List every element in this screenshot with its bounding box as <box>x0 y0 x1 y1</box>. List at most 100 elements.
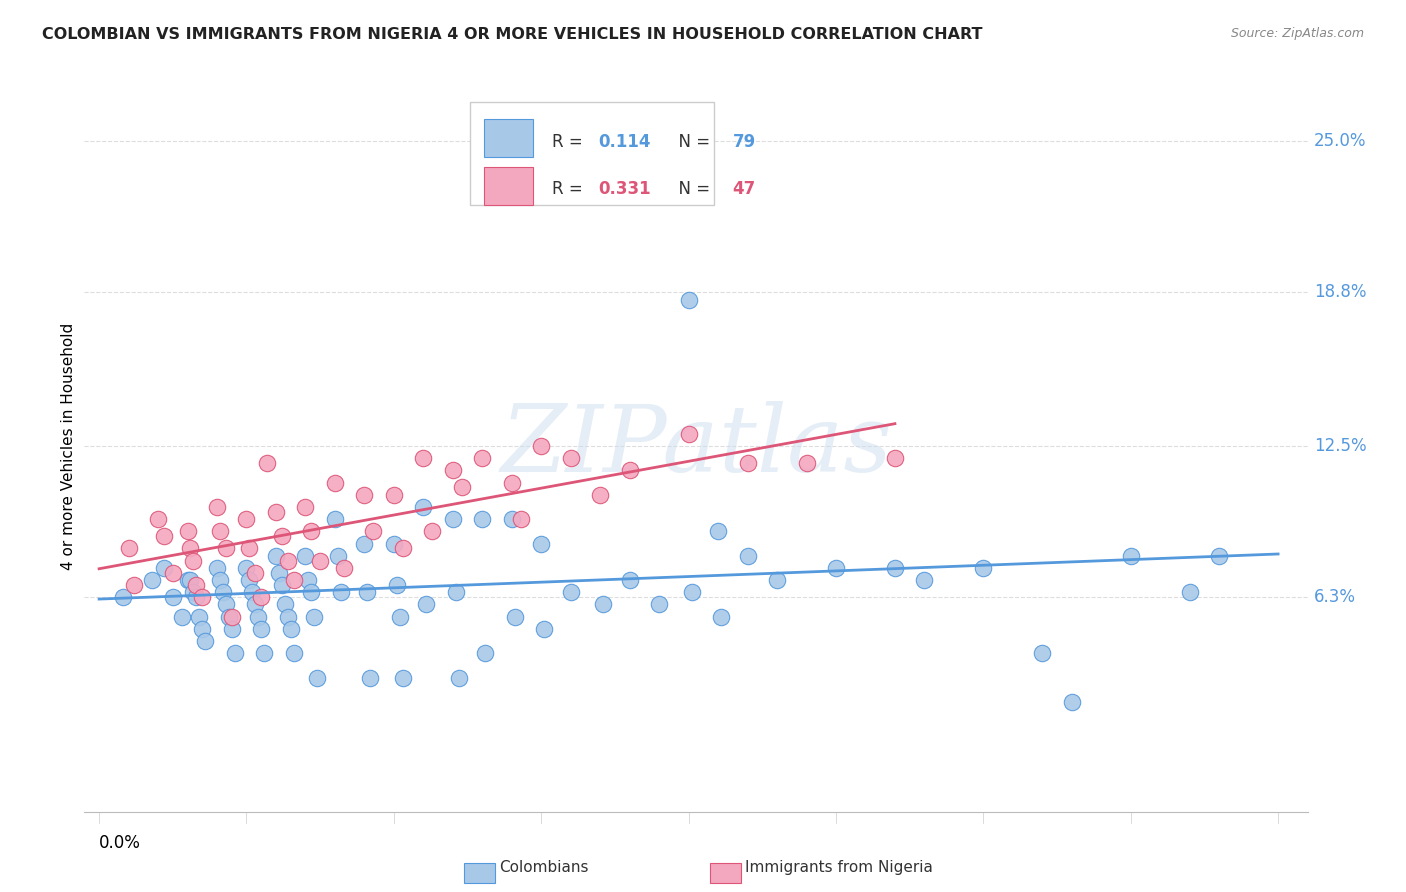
Point <box>385 578 408 592</box>
Point <box>250 590 273 604</box>
Point <box>420 524 443 539</box>
Point <box>124 578 146 592</box>
Point <box>280 622 302 636</box>
Point <box>884 451 907 466</box>
Point <box>766 573 789 587</box>
Text: R =: R = <box>551 179 588 197</box>
Text: Source: ZipAtlas.com: Source: ZipAtlas.com <box>1230 27 1364 40</box>
Point <box>560 451 582 466</box>
Point <box>256 456 278 470</box>
Point <box>191 622 214 636</box>
Text: N =: N = <box>668 134 716 152</box>
Text: Immigrants from Nigeria: Immigrants from Nigeria <box>745 860 934 874</box>
Point <box>111 590 134 604</box>
Point <box>208 524 231 539</box>
Point <box>530 439 553 453</box>
Point <box>188 609 211 624</box>
Text: R =: R = <box>551 134 588 152</box>
Point <box>162 566 184 580</box>
Point <box>501 512 523 526</box>
Point <box>648 598 671 612</box>
Point <box>297 573 319 587</box>
Point <box>186 578 208 592</box>
Point <box>737 456 759 470</box>
Point <box>162 590 184 604</box>
Text: Colombians: Colombians <box>499 860 589 874</box>
Point <box>299 585 322 599</box>
Y-axis label: 4 or more Vehicles in Household: 4 or more Vehicles in Household <box>60 322 76 570</box>
Point <box>1119 549 1142 563</box>
Text: 79: 79 <box>733 134 756 152</box>
Point <box>441 463 464 477</box>
Point <box>240 585 263 599</box>
Point <box>238 573 260 587</box>
Point <box>205 561 228 575</box>
Point <box>299 524 322 539</box>
Text: N =: N = <box>668 179 716 197</box>
Point <box>681 585 703 599</box>
Point <box>412 500 434 514</box>
Point <box>1208 549 1230 563</box>
Point <box>391 671 413 685</box>
Point <box>117 541 139 556</box>
Point <box>218 609 240 624</box>
Point <box>183 553 205 567</box>
Point <box>471 512 494 526</box>
Text: 0.0%: 0.0% <box>98 834 141 852</box>
Point <box>530 536 553 550</box>
Point <box>501 475 523 490</box>
Point <box>1178 585 1201 599</box>
Point <box>179 541 201 556</box>
FancyBboxPatch shape <box>470 103 714 204</box>
Text: 6.3%: 6.3% <box>1313 588 1355 607</box>
Text: 25.0%: 25.0% <box>1313 132 1367 150</box>
Point <box>186 590 208 604</box>
Point <box>323 475 346 490</box>
FancyBboxPatch shape <box>484 167 533 204</box>
FancyBboxPatch shape <box>484 119 533 157</box>
Text: ZIPatlas: ZIPatlas <box>501 401 891 491</box>
Point <box>283 573 305 587</box>
Point <box>737 549 759 563</box>
Point <box>170 609 193 624</box>
Point <box>212 585 235 599</box>
Point <box>179 573 201 587</box>
Point <box>250 622 273 636</box>
Point <box>503 609 526 624</box>
Point <box>183 585 205 599</box>
Point <box>215 541 238 556</box>
Text: COLOMBIAN VS IMMIGRANTS FROM NIGERIA 4 OR MORE VEHICLES IN HOUSEHOLD CORRELATION: COLOMBIAN VS IMMIGRANTS FROM NIGERIA 4 O… <box>42 27 983 42</box>
Point <box>215 598 238 612</box>
Point <box>388 609 411 624</box>
Point <box>707 524 730 539</box>
Point <box>264 549 287 563</box>
Point <box>912 573 935 587</box>
Point <box>274 598 297 612</box>
Point <box>825 561 848 575</box>
Point <box>471 451 494 466</box>
Text: 47: 47 <box>733 179 756 197</box>
Point <box>332 561 354 575</box>
Point <box>153 561 176 575</box>
Point <box>146 512 169 526</box>
Text: 12.5%: 12.5% <box>1313 437 1367 455</box>
Point <box>359 671 381 685</box>
Point <box>245 566 267 580</box>
Point <box>141 573 163 587</box>
Point <box>277 553 299 567</box>
Point <box>382 488 405 502</box>
Point <box>353 536 375 550</box>
Text: 0.331: 0.331 <box>598 179 651 197</box>
Point <box>270 529 292 543</box>
Point <box>205 500 228 514</box>
Point <box>221 622 243 636</box>
Point <box>441 512 464 526</box>
Point <box>710 609 733 624</box>
Point <box>264 505 287 519</box>
Point <box>309 553 332 567</box>
Point <box>589 183 612 197</box>
Point <box>247 609 270 624</box>
Point <box>294 549 316 563</box>
Point <box>238 541 260 556</box>
Point <box>391 541 413 556</box>
